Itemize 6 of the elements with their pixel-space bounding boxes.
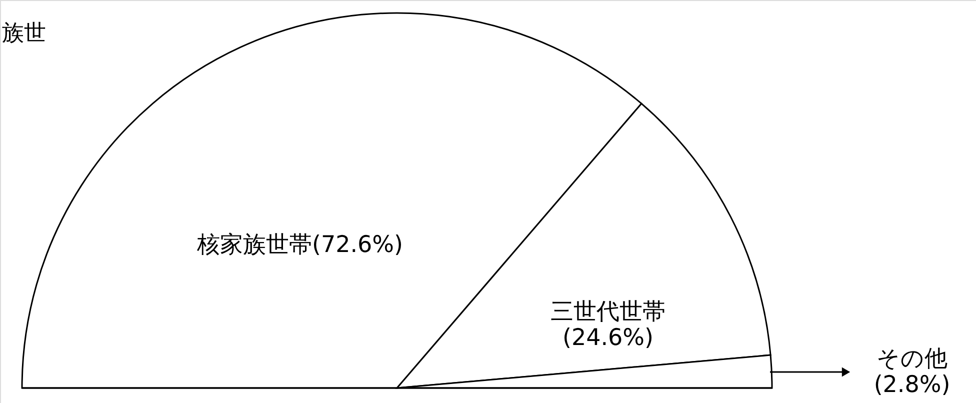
data-label: (24.6%) <box>562 325 654 351</box>
chart-title: 族世 <box>2 21 46 46</box>
legend-label: その他 <box>876 346 948 372</box>
slice-label: 三世代世帯 <box>550 299 666 325</box>
data-label: (2.8%) <box>874 372 950 398</box>
slice-label: 核家族世帯(72.6%) <box>196 232 404 258</box>
